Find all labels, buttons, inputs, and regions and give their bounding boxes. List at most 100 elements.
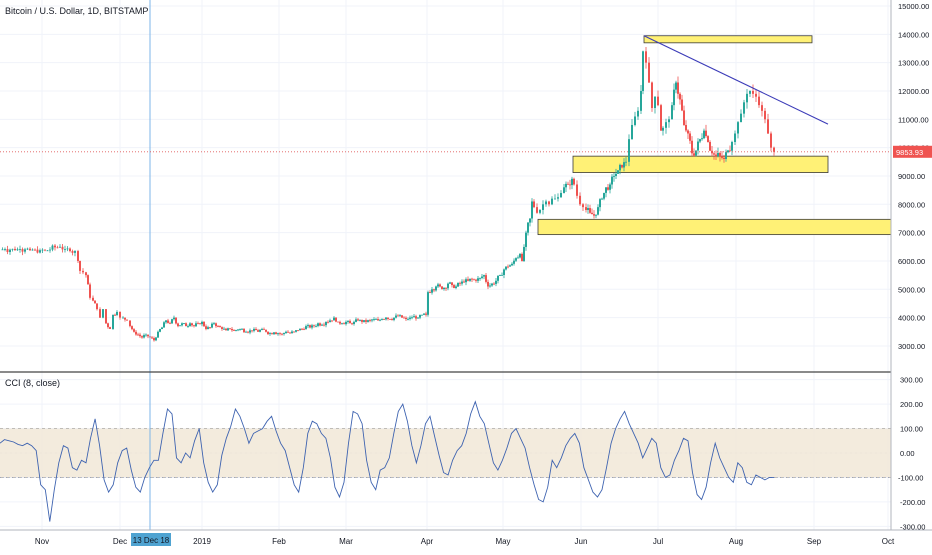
candle-body [363, 320, 365, 322]
candle-body [54, 245, 56, 248]
candle-body [71, 251, 74, 253]
candle-body [129, 320, 131, 327]
candle-body [411, 317, 413, 319]
candle-body [441, 286, 443, 290]
candle-body [431, 289, 433, 293]
candle-body [39, 250, 41, 253]
candle-body [96, 303, 98, 310]
price-axis[interactable]: 15000.00 14000.00 13000.00 12000.00 11000.00… [898, 2, 929, 351]
candle-body [725, 152, 727, 159]
time-tick-label: Apr [421, 537, 434, 546]
candle-body [1, 249, 4, 251]
candle-body [163, 322, 165, 328]
candle-body [223, 328, 225, 330]
candle-body [253, 328, 255, 331]
candle-body [77, 251, 79, 261]
candle-body [640, 90, 642, 111]
candle-body [34, 249, 36, 251]
candle-body [615, 173, 617, 176]
candle-body [703, 130, 705, 139]
candle-body [487, 281, 489, 287]
candle-body [542, 204, 544, 210]
candle-body [545, 201, 547, 205]
candle-body [429, 292, 431, 293]
candle-body [311, 325, 313, 328]
candle-body [341, 323, 343, 325]
candle-body [197, 323, 199, 325]
candle-body [323, 324, 325, 326]
candle-body [315, 325, 317, 327]
price-tick-label: 5000.00 [898, 285, 925, 294]
candle-body [147, 334, 149, 337]
candle-body [665, 122, 667, 128]
time-tick-label: Oct [882, 537, 895, 546]
candle-body [309, 325, 311, 328]
candle-body [107, 323, 109, 328]
candle-body [569, 184, 571, 186]
candle-body [601, 198, 603, 200]
time-axis[interactable]: Nov Dec 2019 Feb Mar Apr May Jun Jul Aug Sep Oct [35, 537, 895, 546]
candle-body [365, 320, 367, 322]
candle-body [671, 105, 673, 120]
candle-body [225, 328, 227, 331]
price-tick-label: 14000.00 [898, 30, 929, 39]
candle-body [391, 319, 393, 320]
candle-body [199, 323, 201, 325]
zone-box[interactable] [572, 155, 829, 173]
candle-body [181, 323, 183, 326]
candle-body [457, 282, 459, 287]
candle-body [207, 327, 209, 329]
candle-body [265, 329, 267, 332]
candle-body [483, 275, 485, 277]
candle-body [548, 201, 550, 205]
candle-body [193, 325, 195, 327]
support-resistance-zones[interactable] [537, 35, 892, 236]
descending-trendline[interactable] [643, 35, 829, 125]
crosshair-date-label: 13 Dec 18 [131, 533, 171, 546]
candle-body [623, 162, 625, 168]
candle-body [381, 319, 383, 320]
candle-body [271, 333, 273, 335]
candle-body [679, 93, 681, 100]
candle-body [279, 333, 281, 335]
candle-body [189, 323, 191, 327]
candle-body [327, 321, 329, 323]
candle-body [122, 317, 124, 319]
candle-body [153, 338, 155, 341]
candle-body [648, 62, 650, 83]
candle-body [565, 183, 567, 188]
candle-body [49, 249, 51, 251]
candle-body [595, 214, 597, 216]
candle-body [527, 222, 529, 233]
candle-body [4, 249, 6, 250]
candle-body [165, 320, 167, 323]
time-tick-label: May [495, 537, 510, 546]
zone-box[interactable] [643, 35, 813, 44]
price-tick-label: 7000.00 [898, 229, 925, 238]
candle-body [277, 333, 279, 335]
candle-body [491, 283, 493, 286]
candle-body [201, 321, 203, 325]
candle-body [247, 331, 249, 333]
chart-title: Bitcoin / U.S. Dollar, 1D, BITSTAMP [5, 6, 149, 16]
candle-body [729, 150, 731, 152]
candle-body [517, 257, 519, 259]
cci-axis[interactable]: 300.00 200.00 100.00 0.00 -100.00 -200.00 -300… [900, 376, 925, 532]
candle-body [295, 330, 297, 332]
candle-body [161, 327, 163, 330]
candle-body [645, 51, 647, 63]
candle-body [417, 317, 419, 319]
candle-body [319, 323, 321, 326]
candle-body [642, 51, 644, 91]
current-price-label: 9853.93 [893, 145, 932, 158]
candle-body [770, 133, 772, 148]
candle-body [685, 124, 687, 131]
candle-body [755, 93, 757, 97]
candle-body [701, 138, 703, 140]
candle-body [625, 161, 627, 163]
candle-body [85, 272, 87, 276]
candle-body [465, 279, 467, 283]
candle-body [87, 275, 89, 285]
zone-box[interactable] [537, 218, 892, 236]
